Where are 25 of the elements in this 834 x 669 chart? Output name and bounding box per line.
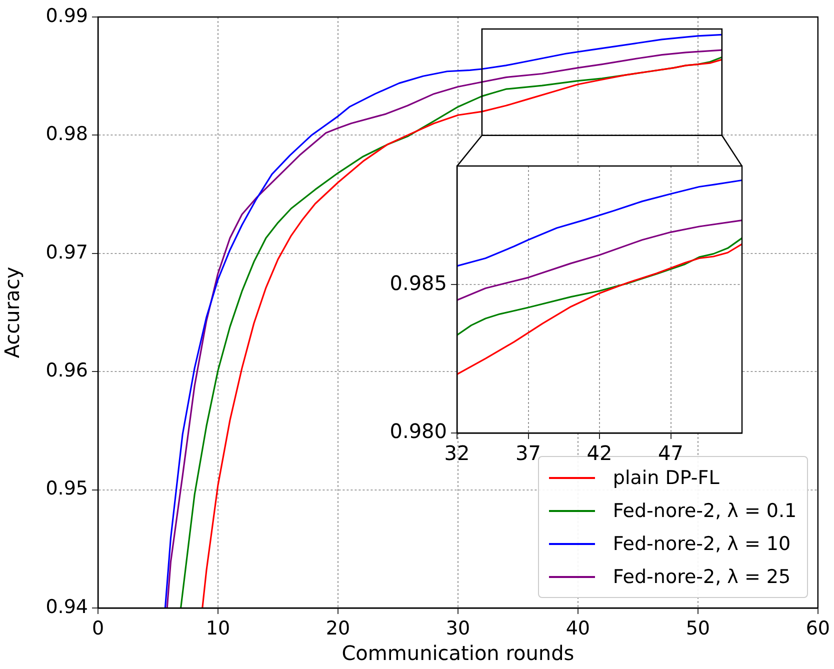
x-tick-label: 32 bbox=[444, 441, 470, 466]
y-tick-label: 0.980 bbox=[390, 419, 447, 444]
legend-label: plain DP-FL bbox=[612, 466, 720, 488]
x-tick-label: 30 bbox=[446, 617, 470, 640]
y-tick-label: 0.96 bbox=[46, 360, 88, 382]
y-tick-label: 0.99 bbox=[46, 4, 88, 27]
x-tick-label: 20 bbox=[326, 617, 350, 640]
x-tick-label: 60 bbox=[806, 617, 830, 640]
x-tick-label: 40 bbox=[566, 617, 590, 640]
x-tick-label: 0 bbox=[92, 617, 104, 640]
y-tick-label: 0.985 bbox=[390, 270, 447, 295]
x-tick-label: 50 bbox=[686, 617, 710, 640]
x-tick-label: 10 bbox=[206, 617, 230, 640]
y-axis-title: Accuracy bbox=[0, 266, 24, 358]
x-axis-title: Communication rounds bbox=[342, 641, 574, 666]
y-tick-label: 0.97 bbox=[46, 241, 88, 264]
y-tick-label: 0.98 bbox=[46, 123, 88, 146]
x-tick-label: 37 bbox=[516, 441, 541, 466]
legend-label: Fed-nore-2, λ = 10 bbox=[612, 532, 791, 554]
legend-label: Fed-nore-2, λ = 25 bbox=[612, 566, 791, 588]
x-tick-label: 42 bbox=[586, 441, 612, 466]
y-tick-label: 0.94 bbox=[46, 596, 88, 618]
x-tick-label: 47 bbox=[658, 441, 684, 466]
y-tick-label: 0.95 bbox=[46, 478, 88, 500]
legend-label: Fed-nore-2, λ = 0.1 bbox=[612, 500, 797, 522]
